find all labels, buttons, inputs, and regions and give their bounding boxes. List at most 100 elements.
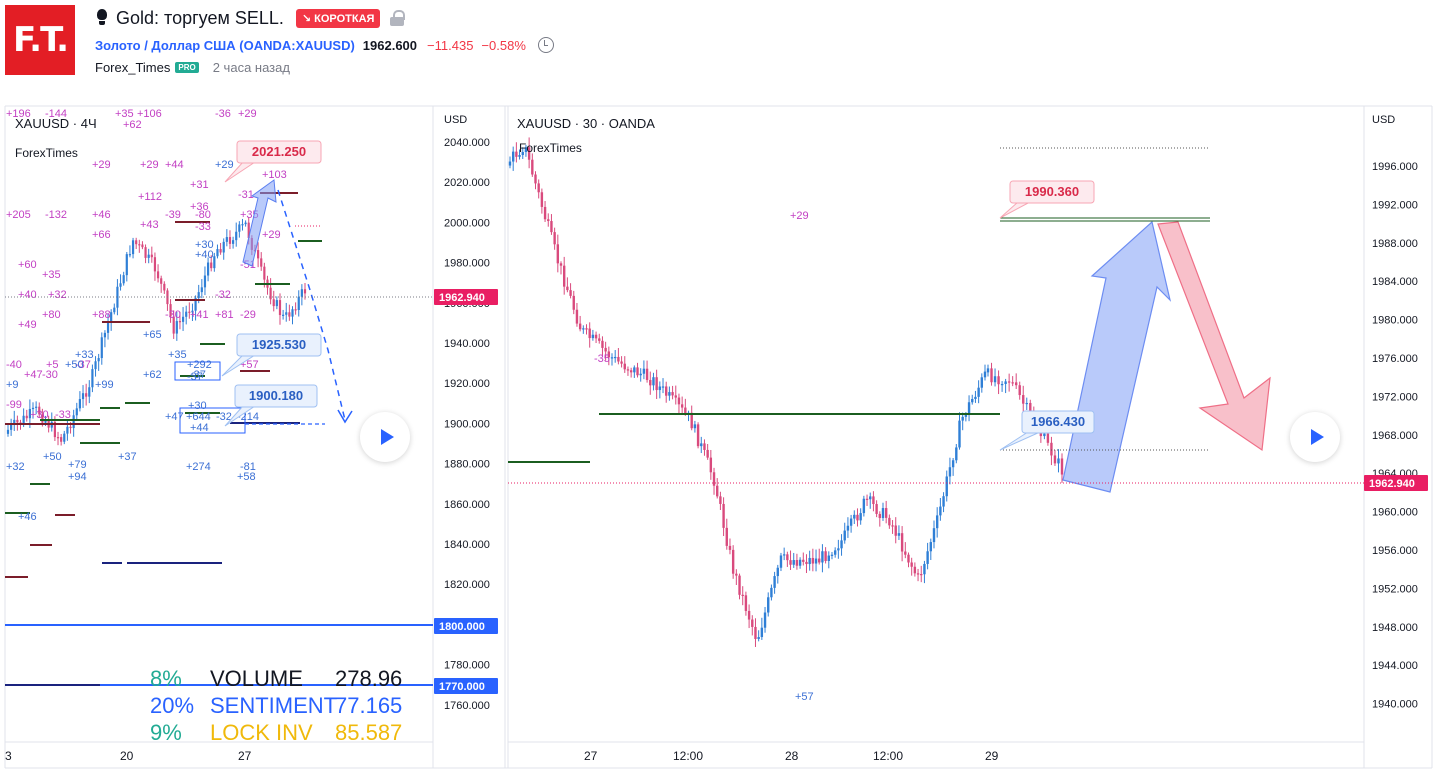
left-candle [285,302,288,322]
right-candle [754,618,757,647]
callout-1900[interactable]: 1900.180 [224,384,318,427]
right-candle [958,412,961,450]
right-candle [891,520,894,534]
right-candle [779,552,783,572]
left-annotation-pink: -31 [238,189,254,201]
right-candle [1018,381,1021,400]
left-candle [160,275,163,293]
left-axis-unit: USD [444,114,468,126]
symbol-link[interactable]: Золото / Доллар США (OANDA:XAUUSD) [95,38,355,53]
right-candle [798,557,802,569]
author-name[interactable]: Forex_Times [95,60,171,75]
author-row: Forex_Times PRO 2 часа назад [95,60,290,75]
stat-value: 77.165 [335,693,403,718]
left-candle [150,246,153,263]
left-time-axis[interactable]: 3 20 27 [5,749,252,763]
left-annotation-pink: -80 [195,209,211,221]
right-candle [859,508,862,525]
right-candle [578,315,582,332]
right-candle [955,444,958,464]
left-candle [113,303,116,315]
left-candle [203,266,207,296]
right-candle [547,213,550,227]
callout-2021[interactable]: 2021.250 [224,140,322,183]
left-candle [103,330,107,348]
left-price-axis[interactable]: 2040.0002020.0002000.0001980.0001960.000… [434,137,498,712]
right-y-tick: 1996.000 [1372,161,1418,173]
left-candle [219,242,222,255]
callout-1925[interactable]: 1925.530 [221,333,322,377]
play-icon [1310,429,1324,445]
right-candle [556,234,560,273]
left-y-tick: 1920.000 [444,378,490,390]
left-annotation-blue: -32 [216,411,232,423]
right-candle [776,564,779,584]
right-candle [805,554,808,574]
left-annotation-blue: +44 [190,422,209,434]
right-candle [585,324,588,335]
publisher-logo[interactable]: F.T. [5,5,75,75]
right-candle [1057,449,1060,473]
left-annotation-pink: +35 [115,108,134,120]
left-y-tick: 2000.000 [444,217,490,229]
right-candle [518,149,521,160]
left-candle [166,288,169,311]
right-time-axis[interactable]: 27 12:00 28 12:00 29 [584,749,999,763]
svg-text:1962.940: 1962.940 [1369,478,1415,490]
right-candle [897,525,901,540]
callouts[interactable]: 2021.250 1925.530 1900.180 1990.360 1966.430 [221,140,1095,451]
left-annotation-pink: +44 [165,159,184,171]
right-candle [744,591,748,616]
right-candle [738,573,741,600]
callout-1966[interactable]: 1966.430 [999,410,1095,451]
right-candle [575,302,579,327]
left-candle [135,237,138,250]
right-y-tick: 1992.000 [1372,199,1418,211]
right-candle [853,510,856,524]
right-candle [703,439,706,456]
left-candle [238,221,241,238]
right-candle [601,336,604,357]
stat-pct: 9% [150,720,182,745]
alarm-icon[interactable] [537,37,554,53]
left-candle [257,242,260,268]
right-candle [961,412,964,431]
left-candle [106,313,110,340]
symbol-name[interactable]: Золото / Доллар США [95,37,236,53]
right-candle [894,517,897,544]
callout-1990[interactable]: 1990.360 [999,180,1095,219]
right-candle [540,188,544,214]
right-annotation: -35 [594,353,610,365]
right-play-button[interactable] [1290,412,1340,462]
right-candle [617,348,620,365]
right-candle [629,367,633,378]
left-candle [50,412,53,432]
symbol-change: −11.435 [427,37,474,53]
left-x-tick: 3 [5,749,12,763]
left-candle [235,222,238,247]
right-candle [741,586,744,606]
left-candle [200,279,203,299]
left-annotation-blue: -37 [187,371,203,383]
bulb-icon [96,9,108,27]
left-candle [181,307,185,331]
left-annotation-blue: +46 [18,511,37,523]
posted-time: 2 часа назад [212,60,290,75]
right-candle [856,508,859,527]
symbol-ticker[interactable]: (OANDA:XAUUSD) [239,37,355,53]
right-candle [951,458,955,476]
left-play-button[interactable] [360,412,410,462]
left-candle [94,356,97,377]
right-drawings [508,147,1364,493]
right-candle [1050,436,1053,466]
left-candle [75,402,78,420]
right-candle [652,372,655,391]
left-candle [278,293,282,325]
right-candle [913,562,917,577]
right-price-axis[interactable]: 1996.000 1992.000 1988.000 1984.000 1980.000… [1364,161,1428,711]
left-annotation-pink: +60 [18,259,37,271]
right-y-tick: 1940.000 [1372,699,1418,711]
right-candle [531,153,534,177]
right-x-tick: 28 [785,749,799,763]
